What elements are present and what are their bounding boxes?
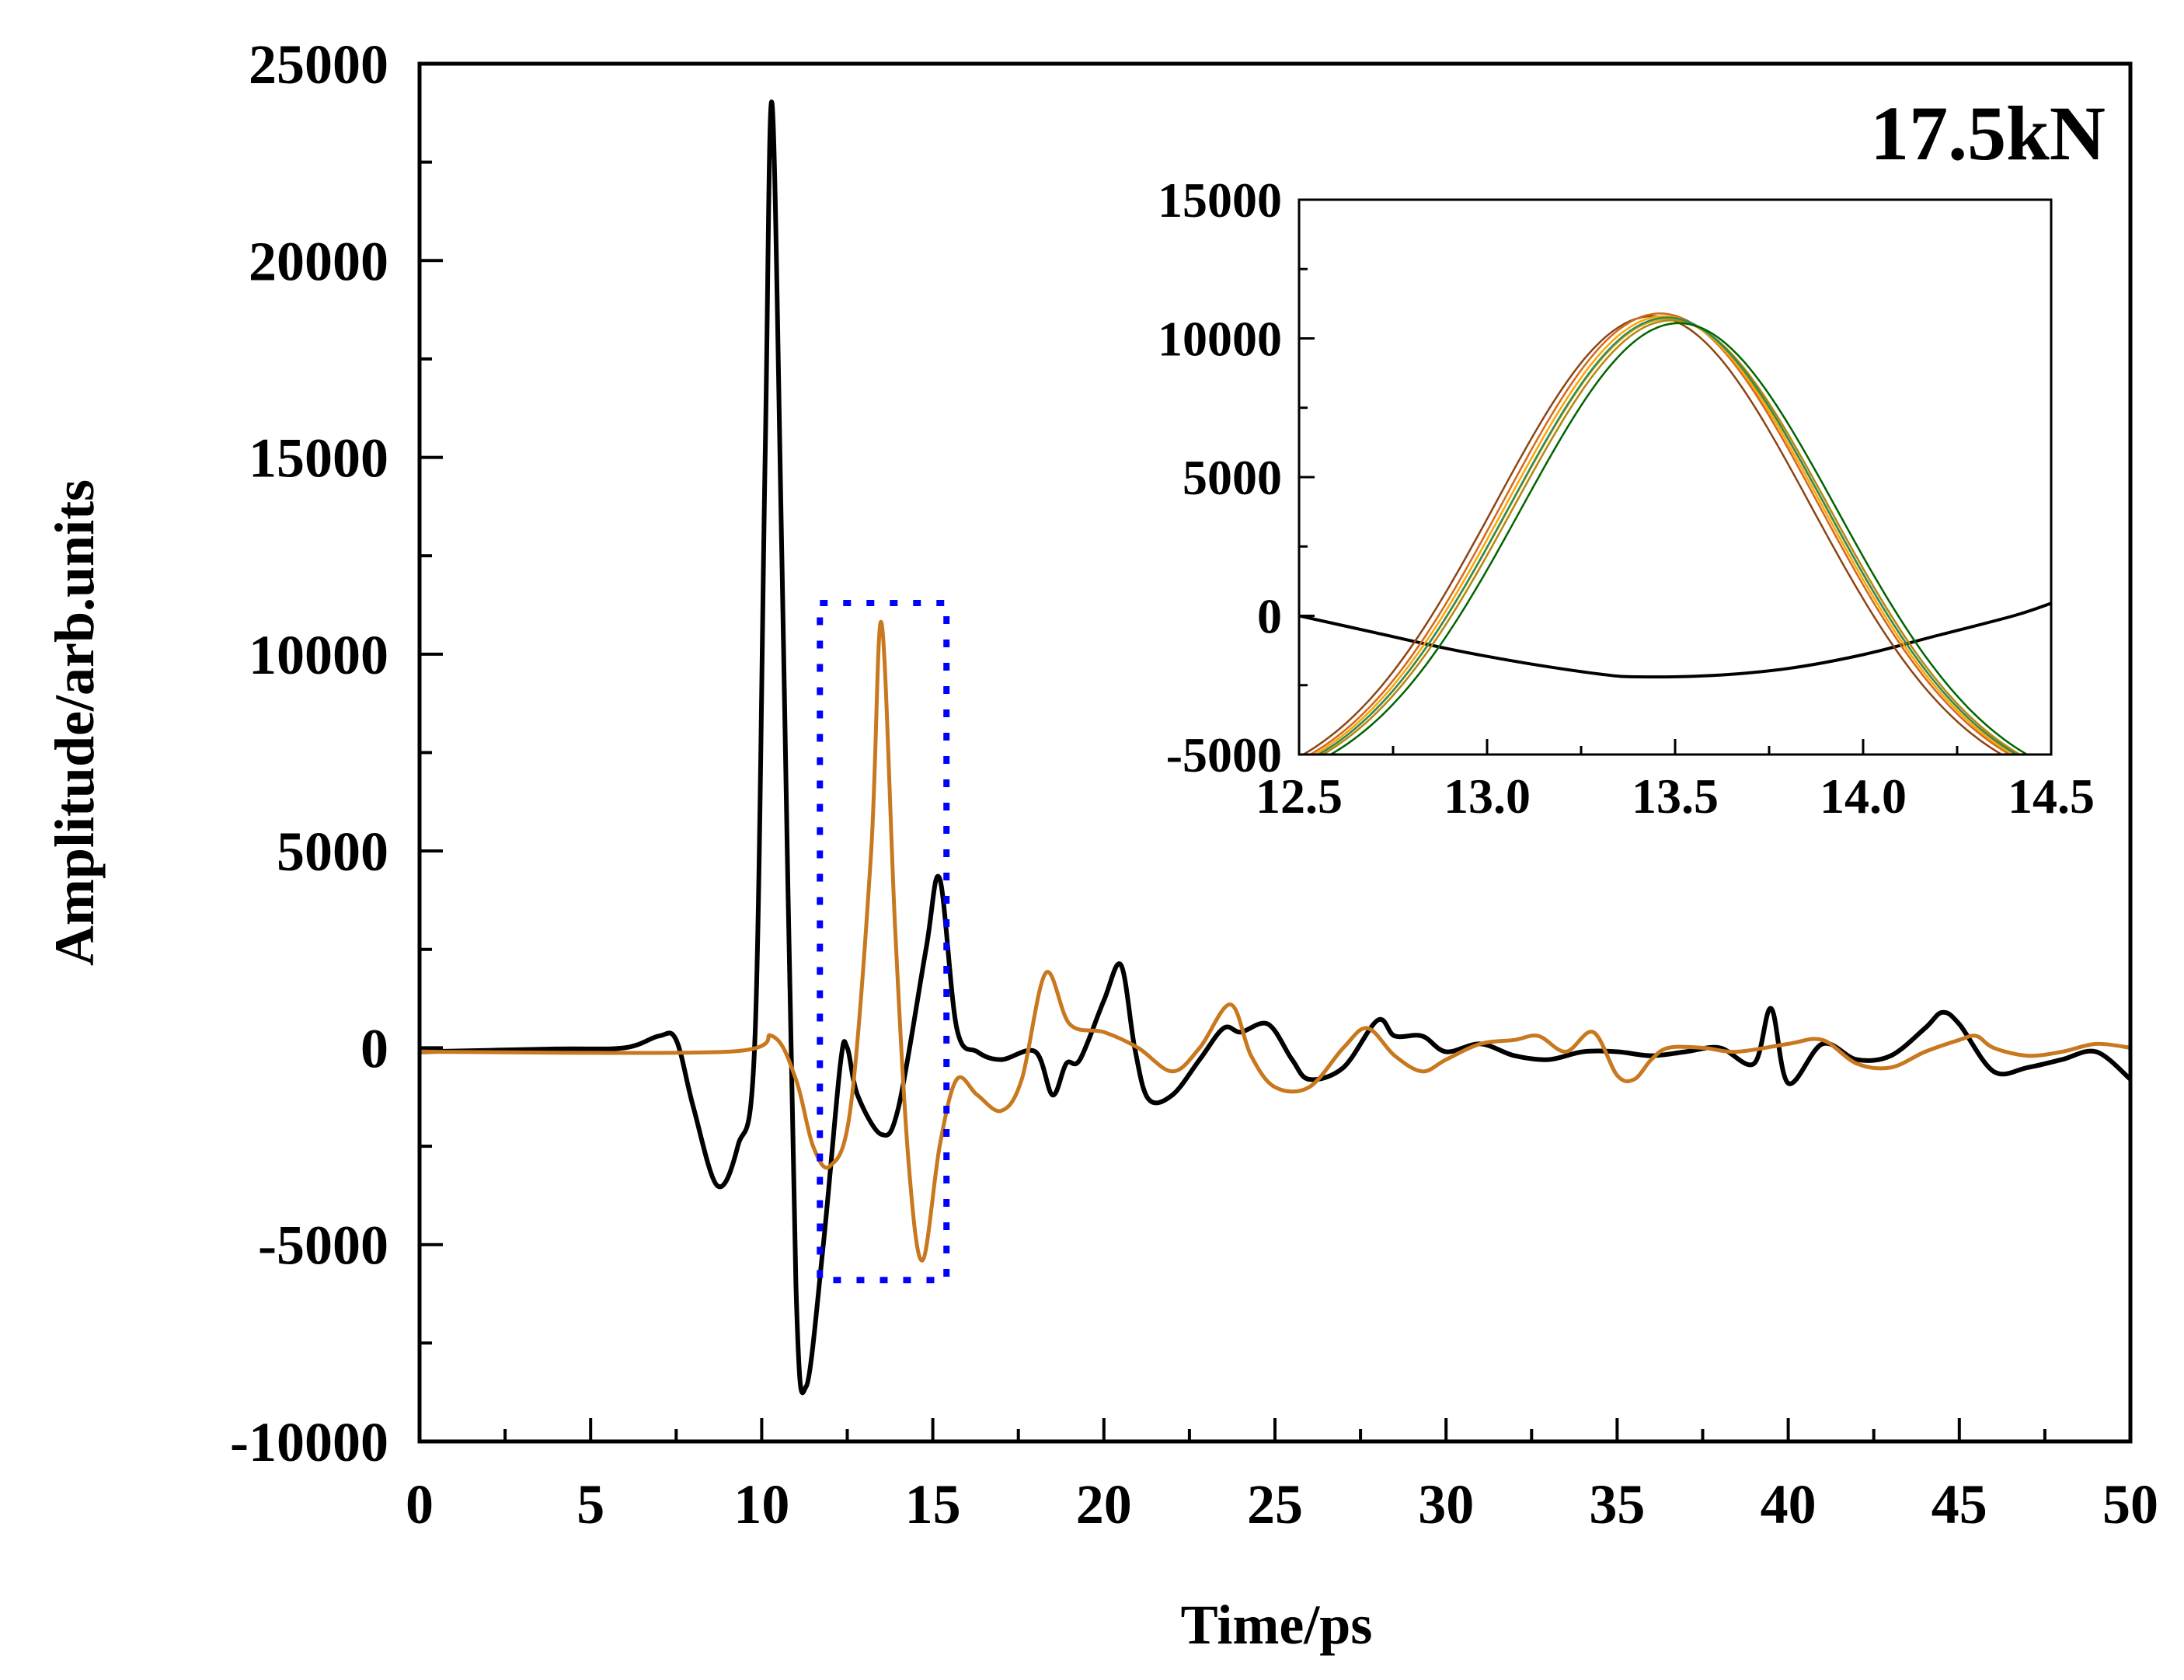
load-annotation: 17.5kN — [1870, 90, 2106, 176]
inset-x-tick-label: 12.5 — [1256, 769, 1343, 824]
inset-series-line-curve-7 — [1329, 322, 2029, 755]
inset-y-tick-label: 5000 — [1183, 450, 1282, 505]
x-tick-label: 45 — [1931, 1473, 1987, 1535]
inset-x-tick-label: 14.5 — [2008, 769, 2095, 824]
y-axis-label: Amplitude/arb.units — [44, 479, 106, 966]
main-ticks: 0 5 10 15 20 25 30 35 40 45 50 -10000 -5000 0 5000 1000… — [230, 33, 2158, 1535]
y-tick-label: 10000 — [249, 624, 388, 686]
inset-y-tick-label: 15000 — [1158, 173, 1282, 228]
x-tick-label: 40 — [1761, 1473, 1817, 1535]
y-tick-label: 20000 — [249, 230, 388, 292]
x-tick-label: 10 — [733, 1473, 789, 1535]
x-tick-label: 0 — [406, 1473, 434, 1535]
inset-x-tick-label: 14.0 — [1820, 769, 1907, 824]
x-tick-label: 50 — [2102, 1473, 2158, 1535]
inset-series-line-curve-6 — [1316, 316, 2019, 755]
inset-x-tick-label: 13.0 — [1444, 769, 1531, 824]
x-axis-label: Time/ps — [1181, 1594, 1373, 1656]
zoom-highlight-box — [817, 600, 950, 1284]
inset-series-line-curve-5 — [1320, 319, 2022, 755]
inset-y-tick-label: 10000 — [1158, 312, 1282, 367]
main-series-group — [419, 99, 2132, 1396]
y-tick-label: -10000 — [230, 1411, 388, 1473]
y-tick-label: 0 — [361, 1017, 388, 1079]
x-tick-label: 25 — [1247, 1473, 1303, 1535]
inset-y-tick-label: 0 — [1257, 589, 1282, 644]
inset-y-tick-label: -5000 — [1166, 727, 1282, 782]
x-tick-label: 30 — [1418, 1473, 1474, 1535]
main-plot: 0 5 10 15 20 25 30 35 40 45 50 -10000 -5000 0 5000 1000… — [44, 33, 2158, 1656]
y-tick-label: 5000 — [277, 821, 388, 883]
x-tick-label: 35 — [1589, 1473, 1645, 1535]
inset-series-line-curve-2 — [1308, 312, 2012, 755]
x-tick-label: 15 — [905, 1473, 961, 1535]
inset-series-group — [1299, 312, 2051, 755]
y-tick-label: -5000 — [258, 1215, 388, 1277]
y-tick-label: 25000 — [249, 33, 388, 96]
series-line-sample — [419, 619, 2131, 1263]
inset-x-tick-label: 13.5 — [1632, 769, 1719, 824]
inset-plot: 12.5 13.0 13.5 14.0 14.5 -5000 0 5000 10000 15000 — [1158, 173, 2095, 824]
x-tick-label: 20 — [1076, 1473, 1132, 1535]
series-line-reference — [419, 99, 2132, 1396]
y-tick-label: 15000 — [249, 427, 388, 490]
x-tick-label: 5 — [576, 1473, 604, 1535]
inset-ticks: 12.5 13.0 13.5 14.0 14.5 -5000 0 5000 10000 15000 — [1158, 173, 2095, 824]
